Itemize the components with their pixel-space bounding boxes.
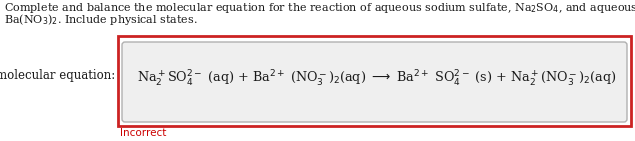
Text: Incorrect: Incorrect bbox=[120, 128, 166, 138]
Text: Ba(NO$_3$)$_2$. Include physical states.: Ba(NO$_3$)$_2$. Include physical states. bbox=[4, 12, 197, 27]
Text: molecular equation:: molecular equation: bbox=[0, 70, 115, 82]
FancyBboxPatch shape bbox=[118, 36, 631, 126]
Text: Complete and balance the molecular equation for the reaction of aqueous sodium s: Complete and balance the molecular equat… bbox=[4, 1, 635, 15]
Text: Na$_2^+$SO$_4^{2-}$ (aq) + Ba$^{2+}$ (NO$_3^-$)$_2$(aq) $\longrightarrow$ Ba$^{2: Na$_2^+$SO$_4^{2-}$ (aq) + Ba$^{2+}$ (NO… bbox=[137, 69, 617, 89]
FancyBboxPatch shape bbox=[122, 42, 627, 122]
